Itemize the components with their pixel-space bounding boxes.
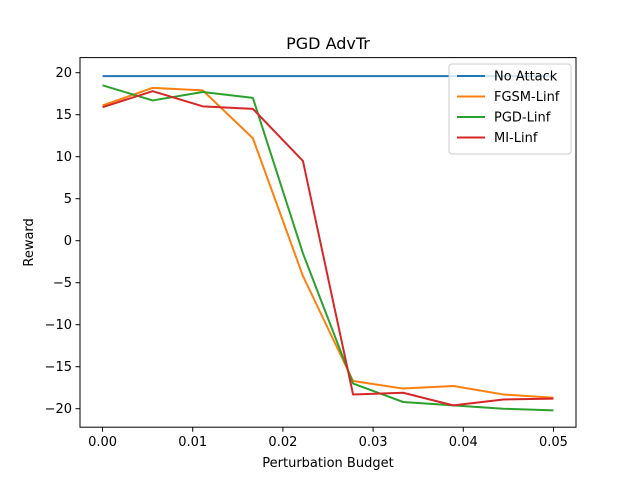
x-tick-label: 0.01 [178,435,207,450]
y-axis-ticks: −20 −15 −10 −5 0 5 10 15 20 [45,66,80,417]
x-tick-label: 0.00 [88,435,117,450]
y-tick-label: 15 [55,108,72,123]
y-tick-label: −5 [53,276,72,291]
chart-title: PGD AdvTr [286,34,370,53]
series-line-mi-linf [102,90,554,407]
x-tick-label: 0.03 [359,435,388,450]
y-tick-label: 0 [64,234,72,249]
x-tick-label: 0.04 [449,435,478,450]
y-tick-label: 10 [55,150,72,165]
series-line-pgd-linf [102,84,554,412]
legend-label: MI-Linf [494,131,538,146]
legend-label: FGSM-Linf [494,90,560,105]
legend-frame [448,63,572,155]
legend-label: PGD-Linf [494,111,551,126]
plot-lines [102,75,554,412]
y-tick-label: 20 [55,66,72,81]
series-line-fgsm-linf [102,86,554,399]
x-axis-ticks: 0.00 0.01 0.02 0.03 0.04 0.05 [88,427,568,450]
legend-label: No Attack [494,70,558,85]
x-axis-title: Perturbation Budget [262,456,393,471]
plot-area-frame [79,57,577,428]
y-tick-label: 5 [64,192,72,207]
legend: No Attack FGSM-Linf PGD-Linf MI-Linf [448,63,572,155]
x-tick-label: 0.05 [539,435,568,450]
y-axis-title: Reward [22,218,37,266]
x-tick-label: 0.02 [268,435,297,450]
y-tick-label: −10 [45,318,72,333]
y-tick-label: −15 [45,360,72,375]
y-tick-label: −20 [45,402,72,417]
